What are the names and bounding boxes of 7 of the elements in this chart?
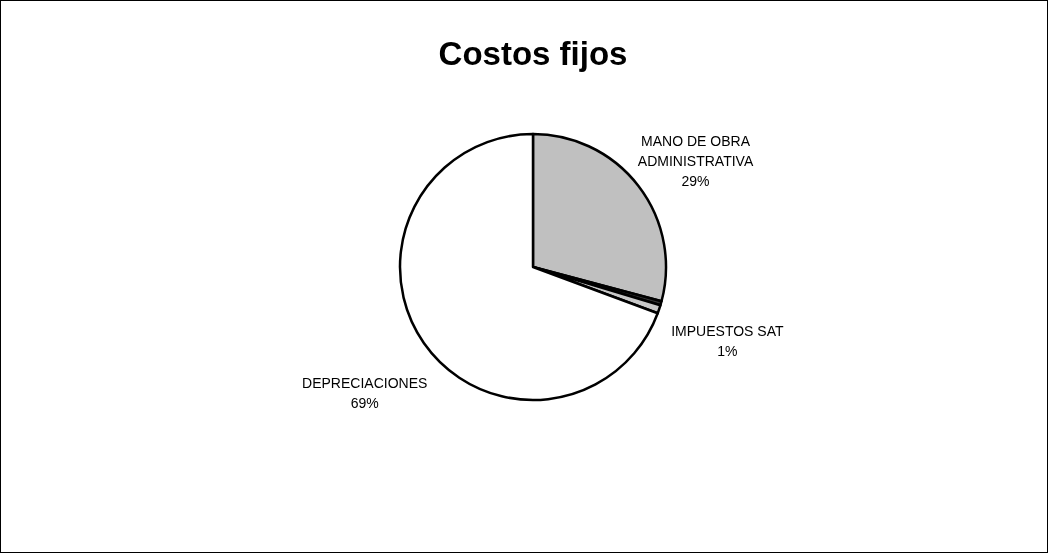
slice-label: MANO DE OBRA ADMINISTRATIVA [637,133,754,170]
data-label: 29% [681,173,710,190]
data-label: 69% [350,395,379,412]
slice-label: IMPUESTOS SAT [671,323,784,340]
data-label: 1% [717,343,738,360]
slice-label: DEPRECIACIONES [302,375,428,392]
chart-title: Costos fijos [438,35,628,72]
